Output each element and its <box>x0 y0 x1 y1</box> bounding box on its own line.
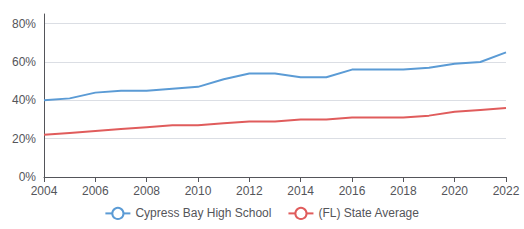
svg-text:40%: 40% <box>12 93 36 107</box>
svg-text:2018: 2018 <box>390 184 417 198</box>
svg-text:60%: 60% <box>12 55 36 69</box>
svg-text:2010: 2010 <box>185 184 212 198</box>
svg-text:80%: 80% <box>12 17 36 31</box>
svg-text:(FL) State Average: (FL) State Average <box>318 206 419 220</box>
svg-text:2008: 2008 <box>133 184 160 198</box>
svg-text:20%: 20% <box>12 132 36 146</box>
svg-text:2006: 2006 <box>82 184 109 198</box>
svg-text:2016: 2016 <box>339 184 366 198</box>
svg-text:2014: 2014 <box>287 184 314 198</box>
svg-text:2012: 2012 <box>236 184 263 198</box>
svg-text:2020: 2020 <box>441 184 468 198</box>
svg-text:0%: 0% <box>19 170 37 184</box>
svg-text:2022: 2022 <box>493 184 520 198</box>
svg-text:2004: 2004 <box>31 184 58 198</box>
svg-text:Cypress Bay High School: Cypress Bay High School <box>135 206 271 220</box>
